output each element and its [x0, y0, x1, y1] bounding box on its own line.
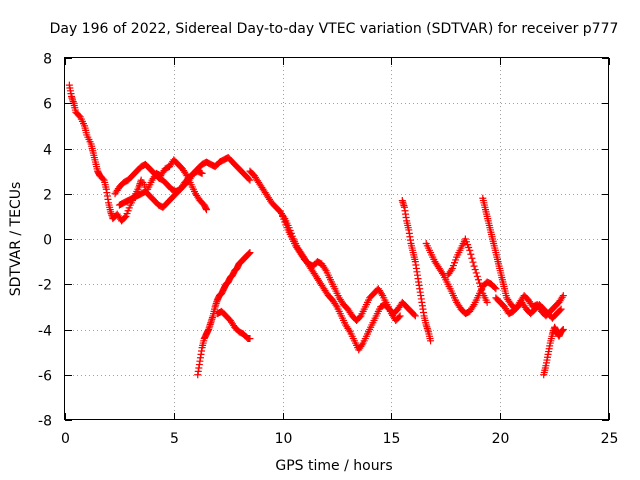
axis-ticks: 0 5 10 15 20 25 -8 -6 -4 -2 0 2 4 6 8 [38, 52, 618, 448]
plot-frame [64, 57, 609, 420]
data-point [332, 301, 340, 309]
data-point [378, 290, 386, 298]
data-point [558, 293, 566, 301]
data-point [427, 337, 435, 345]
data-point [246, 176, 254, 184]
series-arc-8 [398, 197, 435, 345]
series-arc-13 [540, 323, 567, 379]
data-point [559, 292, 567, 300]
data-point [345, 326, 353, 334]
data-point [476, 279, 484, 287]
data-point [466, 246, 474, 254]
y-tick-label: -2 [38, 278, 52, 294]
series-arc-6 [194, 249, 254, 379]
y-tick-label: 2 [43, 188, 52, 204]
data-point [483, 298, 491, 306]
x-tick-label: 15 [383, 431, 401, 447]
data-point [469, 302, 477, 310]
data-point [246, 335, 254, 343]
y-tick-label: -8 [38, 414, 52, 430]
series-arc-9 [422, 240, 500, 318]
x-tick-label: 10 [275, 431, 293, 447]
data-point [477, 283, 485, 291]
x-tick-label: 0 [61, 431, 70, 447]
data-point [411, 312, 419, 320]
data-point [469, 258, 477, 266]
data-point [99, 175, 107, 183]
data-point [473, 272, 481, 280]
data-point [472, 269, 480, 277]
y-tick-label: 0 [43, 233, 52, 249]
x-tick-label: 25 [601, 431, 619, 447]
chart-title: Day 196 of 2022, Sidereal Day-to-day VTE… [50, 21, 619, 37]
data-point [467, 250, 475, 258]
data-point [246, 249, 254, 257]
series-arc-4 [246, 167, 419, 354]
series-arc-5 [279, 212, 404, 324]
data-point [202, 206, 210, 214]
data-point [321, 265, 329, 273]
data-point [439, 270, 447, 278]
series-arc-7 [213, 307, 254, 343]
data-point [121, 214, 129, 222]
data-point [557, 305, 565, 313]
y-tick-label: 4 [43, 143, 52, 159]
data-point [471, 266, 479, 274]
y-tick-label: -6 [38, 369, 52, 385]
data-point [410, 311, 418, 319]
data-point [468, 254, 476, 262]
data-point [447, 266, 455, 274]
data-points [65, 81, 567, 379]
data-point [478, 286, 486, 294]
data-point [470, 262, 478, 270]
series-arc-10 [444, 235, 491, 306]
data-point [198, 169, 206, 177]
x-axis-title: GPS time / hours [275, 458, 392, 474]
data-point [358, 341, 366, 349]
y-axis-title: SDTVAR / TECUs [8, 182, 24, 297]
series-arc-12 [492, 294, 565, 322]
data-point [492, 285, 500, 293]
data-point [474, 276, 482, 284]
data-point [559, 326, 567, 333]
y-tick-label: 6 [43, 97, 52, 113]
data-point [182, 170, 190, 178]
data-point [395, 313, 403, 321]
data-point [556, 306, 564, 314]
x-tick-label: 5 [170, 431, 179, 447]
grid-lines [65, 58, 609, 420]
data-point [491, 284, 499, 292]
y-tick-label: 8 [43, 52, 52, 68]
data-point [245, 175, 253, 183]
x-tick-label: 20 [492, 431, 510, 447]
y-tick-label: -4 [38, 324, 52, 340]
series-arc-3 [115, 167, 206, 211]
data-point [396, 312, 404, 320]
